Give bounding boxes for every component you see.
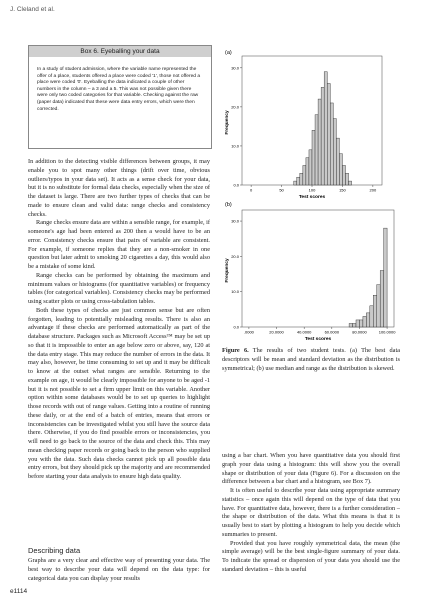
bar (373, 295, 377, 328)
y-tick-label: 0.0 (233, 183, 239, 188)
x-tick-label: 100.0000 (379, 330, 396, 335)
x-axis-label: Test scores (305, 336, 332, 342)
bar (352, 323, 357, 328)
panel-label: (b) (225, 202, 232, 208)
bar (366, 312, 371, 328)
y-axis-label: Frequency (224, 110, 230, 135)
x-tick-label: 0 (250, 188, 253, 193)
y-tick-label: 20.0 (231, 104, 240, 109)
bar (302, 165, 307, 186)
bar (348, 180, 352, 186)
y-tick-label: 10.0 (231, 143, 240, 148)
bar (369, 305, 374, 328)
figure: (a) 0.0 10.0 20.0 30.0 0 50 100 150 200 Test score… (224, 50, 396, 342)
bar (314, 114, 319, 186)
box-text: In a study of student admission, where t… (37, 67, 201, 112)
y-tick-label: 20.0 (231, 254, 240, 259)
bar (333, 118, 337, 186)
bar (305, 157, 310, 186)
bar (383, 227, 388, 328)
bar (317, 98, 322, 186)
y-tick-label: 0.0 (233, 325, 239, 330)
box: Box 6. Eyeballing your data In a study o… (28, 45, 212, 149)
paragraph: Both these types of checks are just comm… (28, 306, 210, 480)
x-tick-label: 150 (339, 188, 346, 193)
caption-text: The results of two student tests. (a) Th… (222, 347, 400, 372)
bar (336, 137, 340, 186)
paragraph: using a bar chart. When you have quantit… (222, 452, 400, 486)
plot-area (241, 209, 395, 328)
x-axis-label: Test scores (299, 194, 326, 200)
bar (379, 270, 384, 328)
x-tick-label: 80.0000 (352, 330, 367, 335)
bar (362, 316, 367, 328)
section-body: Graphs are a very clear and effective wa… (28, 557, 210, 584)
bar (296, 176, 301, 186)
paragraph: It is often useful to describe your data… (222, 487, 400, 538)
x-tick-label: 20.0000 (269, 330, 284, 335)
y-tick-label: 10.0 (231, 289, 240, 294)
paragraph: Range checks ensure data are within a se… (28, 219, 210, 270)
paragraph: Graphs are a very clear and effective wa… (28, 557, 210, 582)
x-tick-label: 100 (309, 188, 316, 193)
x-tick-label: 50 (279, 188, 284, 193)
bar (327, 83, 331, 186)
right-column: using a bar chart. When you have quantit… (222, 452, 400, 592)
y-axis-label: Frequency (224, 258, 230, 283)
y-tick-label: 30.0 (231, 65, 240, 70)
caption-label: Figure 6. (222, 347, 249, 354)
x-tick-label: 60.0000 (325, 330, 340, 335)
running-head: J. Cleland et al. (10, 6, 55, 13)
bar (339, 153, 343, 186)
bar (342, 165, 346, 186)
page-number: e1114 (10, 588, 28, 595)
left-column: In addition to the detecting visible dif… (28, 158, 210, 544)
box-title: Box 6. Eyeballing your data (29, 46, 211, 57)
bar (308, 149, 313, 186)
bar (345, 173, 349, 186)
section-heading: Describing data (28, 546, 81, 555)
paragraph: Provided that you have roughly symmetric… (222, 539, 400, 573)
paragraph: Range checks can be performed by obtaini… (28, 271, 210, 305)
bar (311, 130, 316, 186)
bar (323, 71, 328, 186)
bar (293, 180, 297, 186)
caption: Figure 6. The results of two student tes… (222, 347, 400, 383)
bar (320, 87, 325, 186)
paragraph: In addition to the detecting visible dif… (28, 158, 210, 218)
bar (355, 319, 360, 328)
x-tick-label: 40.0000 (297, 330, 312, 335)
bar (299, 173, 304, 186)
x-tick-label: .0000 (244, 330, 255, 335)
panel-label: (a) (225, 50, 232, 56)
bar (348, 323, 353, 328)
bar (359, 319, 364, 328)
x-tick-label: 200 (370, 188, 377, 193)
bar (376, 284, 381, 328)
bar (330, 102, 334, 186)
y-tick-label: 30.0 (231, 219, 240, 224)
